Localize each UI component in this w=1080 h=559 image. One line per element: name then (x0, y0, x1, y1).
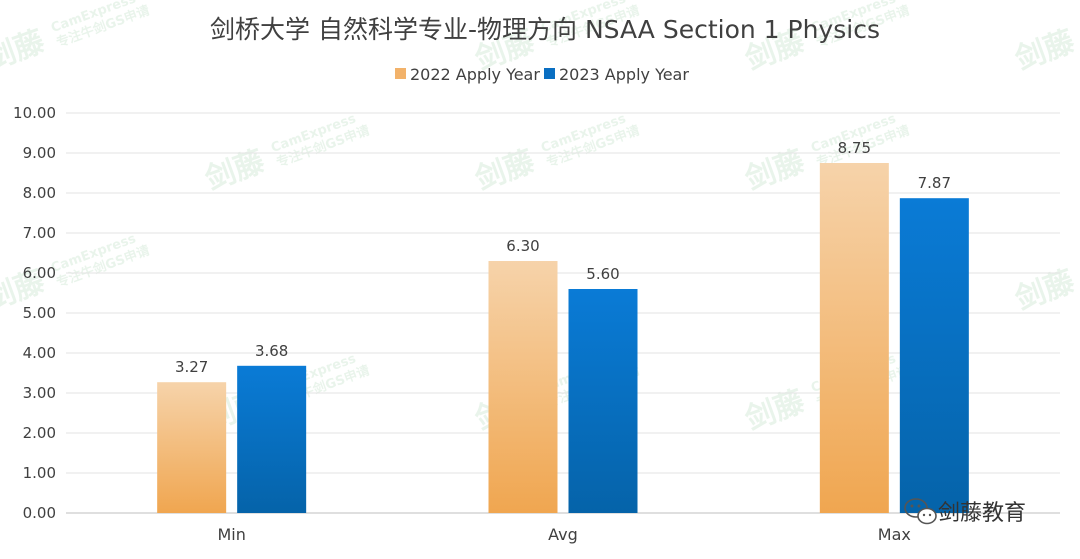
category-label: Max (878, 525, 911, 544)
data-labels: 3.27 3.68 6.30 5.60 8.75 7.87 (175, 139, 951, 376)
data-label: 6.30 (506, 237, 539, 255)
legend-swatch-2023 (544, 68, 555, 79)
bar-max-series-1 (899, 198, 969, 513)
legend-label-2023: 2023 Apply Year (559, 65, 689, 84)
chart-title: 剑桥大学 自然科学专业-物理方向 NSAA Section 1 Physics (210, 15, 880, 44)
watermark-brand: 剑藤 (0, 24, 50, 78)
y-tick-label: 8.00 (23, 184, 56, 202)
y-axis-ticks: 0.00 1.00 2.00 3.00 4.00 5.00 6.00 7.00 8.00 9.00… (13, 104, 56, 522)
bar-min-series-0 (157, 382, 227, 513)
watermark-brand: 剑藤 (741, 384, 810, 438)
branding: 剑藤教育 (904, 498, 1026, 526)
category-label: Min (217, 525, 245, 544)
watermark-brand: 剑藤 (1011, 24, 1080, 78)
bar-avg-series-1 (568, 289, 638, 513)
y-tick-label: 1.00 (23, 464, 56, 482)
y-tick-label: 6.00 (23, 264, 56, 282)
wechat-icon (904, 498, 937, 525)
y-tick-label: 5.00 (23, 304, 56, 322)
y-tick-label: 9.00 (23, 144, 56, 162)
legend-swatch-2022 (395, 68, 406, 79)
data-label: 3.68 (255, 342, 288, 360)
bar-avg-series-0 (488, 261, 558, 513)
y-tick-label: 7.00 (23, 224, 56, 242)
watermark-brand: 剑藤 (471, 144, 540, 198)
brand-name: 剑藤教育 (938, 501, 1026, 526)
data-label: 7.87 (918, 174, 951, 192)
legend: 2022 Apply Year 2023 Apply Year (395, 65, 689, 84)
x-axis-categories: Min Avg Max (217, 525, 910, 544)
watermark-brand: 剑藤 (201, 144, 270, 198)
y-tick-label: 10.00 (13, 104, 56, 122)
watermark-brand: 剑藤 (1011, 264, 1080, 318)
gridlines (66, 112, 1060, 514)
legend-label-2022: 2022 Apply Year (410, 65, 540, 84)
bar-max-series-0 (819, 163, 889, 513)
y-tick-label: 3.00 (23, 384, 56, 402)
watermark-brand: 剑藤 (741, 144, 810, 198)
bar-min-series-1 (237, 365, 307, 513)
y-tick-label: 0.00 (23, 504, 56, 522)
bars (157, 163, 969, 513)
y-tick-label: 2.00 (23, 424, 56, 442)
data-label: 8.75 (838, 139, 871, 157)
y-tick-label: 4.00 (23, 344, 56, 362)
category-label: Avg (548, 525, 578, 544)
data-label: 3.27 (175, 358, 208, 376)
data-label: 5.60 (586, 265, 619, 283)
